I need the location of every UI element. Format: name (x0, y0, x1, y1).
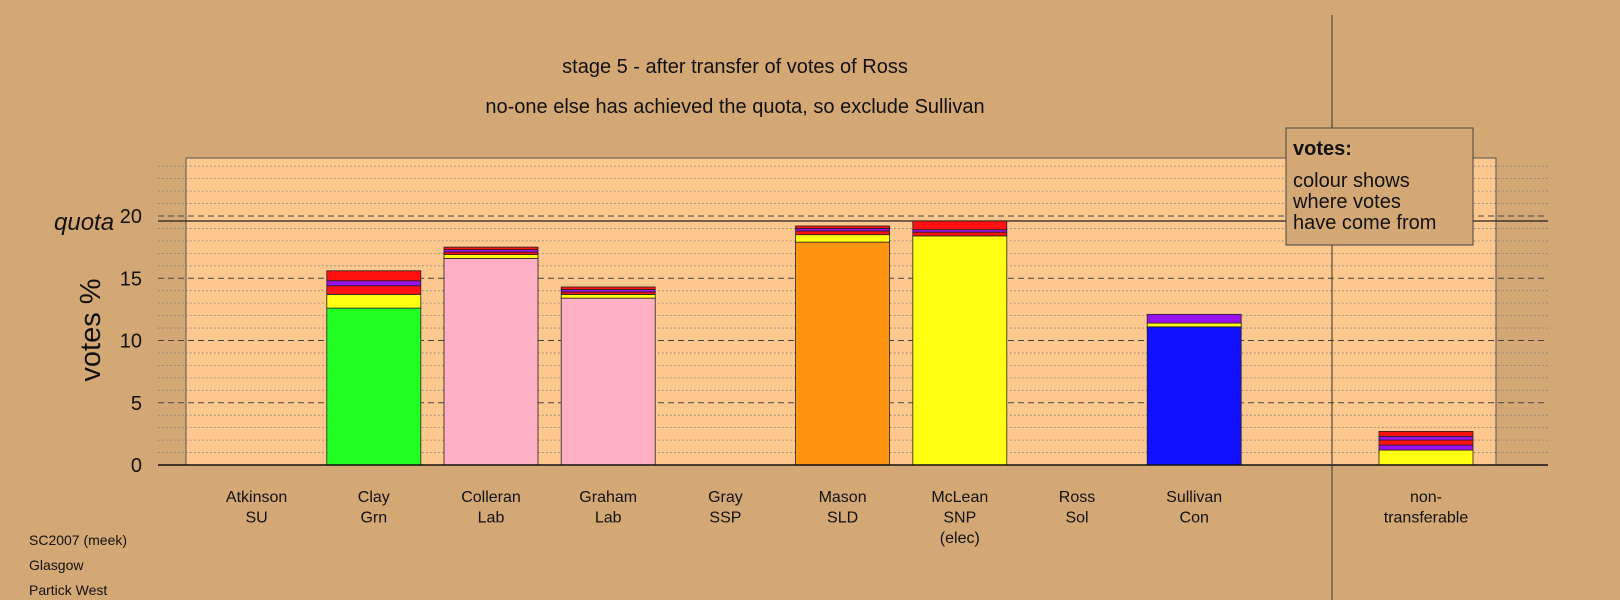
x-tick-label-colleran: Colleran (461, 489, 521, 506)
bar-mason-segment (795, 230, 890, 236)
footer-line-3: Partick West (29, 582, 107, 598)
x-tick-label-gray: Gray (708, 489, 743, 506)
x-tick-label-clay: Clay (358, 489, 390, 506)
x-tick-label-mclean: SNP (943, 510, 976, 527)
bar-colleran-segment (443, 254, 539, 259)
bar-sullivan-segment (1146, 313, 1242, 324)
y-axis-label: votes % (75, 278, 107, 381)
x-tick-label-atkinson: Atkinson (226, 489, 287, 506)
bar-nontransferable-segment (1378, 439, 1474, 446)
bar-clay-segment (326, 280, 422, 287)
x-tick-label-mason: SLD (827, 510, 858, 527)
bar-mclean-segment (912, 231, 1008, 237)
bar-mason-segment (795, 234, 890, 243)
bar-graham-segment (560, 286, 656, 290)
bars (326, 220, 1474, 466)
quota-label: quota (54, 209, 114, 236)
x-tick-label-nontransferable: transferable (1384, 510, 1469, 527)
chart-subtitle: no-one else has achieved the quota, so e… (485, 96, 984, 118)
y-tick-label: 20 (120, 206, 142, 228)
bar-mason-segment (795, 225, 890, 229)
bar-clay-segment (326, 285, 422, 295)
bar-clay-segment (326, 294, 422, 309)
bar-graham-segment (560, 297, 656, 466)
legend-line-3: have come from (1293, 212, 1436, 234)
x-tick-label-clay: Grn (360, 510, 387, 527)
x-tick-label-mclean: (elec) (940, 530, 980, 547)
bar-mclean-segment (912, 220, 1008, 231)
x-tick-label-sullivan: Con (1180, 510, 1209, 527)
y-tick-label: 10 (120, 331, 142, 353)
legend-box (1285, 127, 1474, 246)
footer-line-2: Glasgow (29, 557, 84, 573)
x-tick-label-gray: SSP (709, 510, 741, 527)
legend: votes: colour shows where votes have com… (1285, 127, 1474, 246)
bar-nontransferable-segment (1378, 444, 1474, 451)
bar-clay-segment (326, 307, 422, 466)
bar-nontransferable-segment (1378, 435, 1474, 441)
x-tick-label-graham: Lab (595, 510, 622, 527)
x-tick-label-nontransferable: non- (1410, 489, 1442, 506)
bar-nontransferable-segment (1378, 430, 1474, 437)
x-tick-label-sullivan: Sullivan (1166, 489, 1222, 506)
bar-clay-segment (326, 270, 422, 282)
x-tick-label-ross: Sol (1065, 510, 1088, 527)
y-tick-label: 15 (120, 268, 142, 290)
y-tick-label: 5 (131, 393, 142, 415)
x-tick-label-ross: Ross (1059, 489, 1095, 506)
x-tick-label-graham: Graham (579, 489, 637, 506)
bar-colleran-segment (443, 246, 539, 251)
bar-nontransferable-segment (1378, 449, 1474, 466)
x-tick-labels: Atkinson SU Clay Grn Colleran Lab Graham Lab Gra… (226, 489, 1468, 547)
legend-line-2: where votes (1292, 191, 1401, 213)
legend-title: votes: (1293, 138, 1352, 160)
x-tick-label-mason: Mason (819, 489, 867, 506)
bar-mason-segment (795, 241, 890, 466)
chart-title: stage 5 - after transfer of votes of Ros… (562, 56, 908, 78)
x-tick-label-colleran: Lab (478, 510, 505, 527)
bar-mclean-segment (912, 235, 1008, 466)
bar-sullivan-segment (1146, 322, 1242, 328)
footer-line-1: SC2007 (meek) (29, 532, 127, 548)
x-tick-label-atkinson: SU (245, 510, 267, 527)
legend-line-1: colour shows (1293, 170, 1410, 192)
bar-colleran-segment (443, 257, 539, 466)
x-tick-label-mclean: McLean (931, 489, 988, 506)
bar-sullivan-segment (1146, 326, 1242, 466)
axes: 0 5 10 15 20 (120, 206, 1548, 477)
bar-graham-segment (560, 294, 656, 299)
y-tick-label: 0 (131, 455, 142, 477)
